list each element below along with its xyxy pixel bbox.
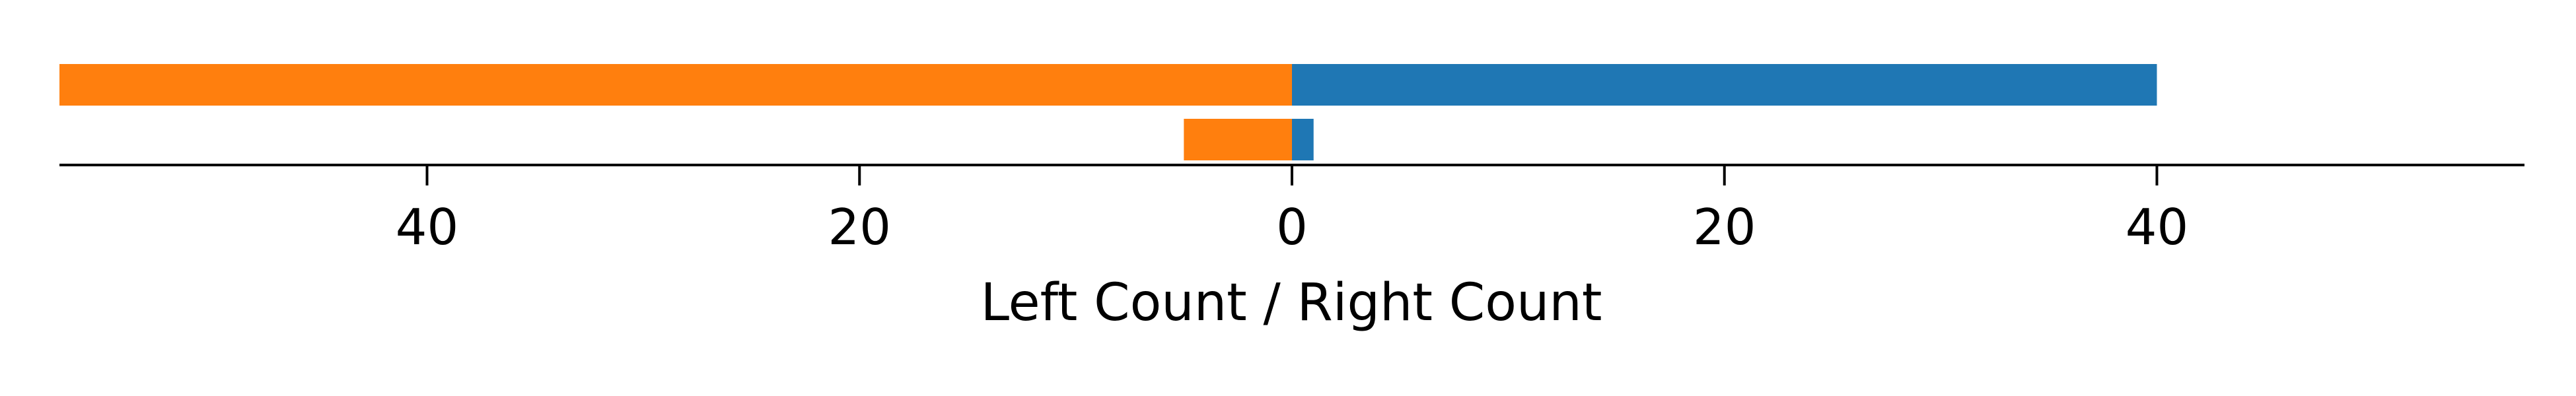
x-tick-label: 40 bbox=[2126, 198, 2188, 256]
bars-layer bbox=[59, 64, 2157, 160]
left-bar-row-1 bbox=[59, 64, 1292, 106]
right-bar-row-1 bbox=[1292, 64, 2157, 106]
x-tick-label: 20 bbox=[828, 198, 891, 256]
x-tick-label: 0 bbox=[1276, 198, 1308, 256]
x-tick-label: 20 bbox=[1693, 198, 1756, 256]
right-bar-row-2 bbox=[1292, 119, 1314, 160]
left-bar-row-2 bbox=[1184, 119, 1292, 160]
x-tick-label: 40 bbox=[396, 198, 458, 256]
x-axis-label: Left Count / Right Count bbox=[981, 273, 1602, 333]
x-axis-ticks: 40 20 0 20 40 bbox=[396, 165, 2188, 256]
